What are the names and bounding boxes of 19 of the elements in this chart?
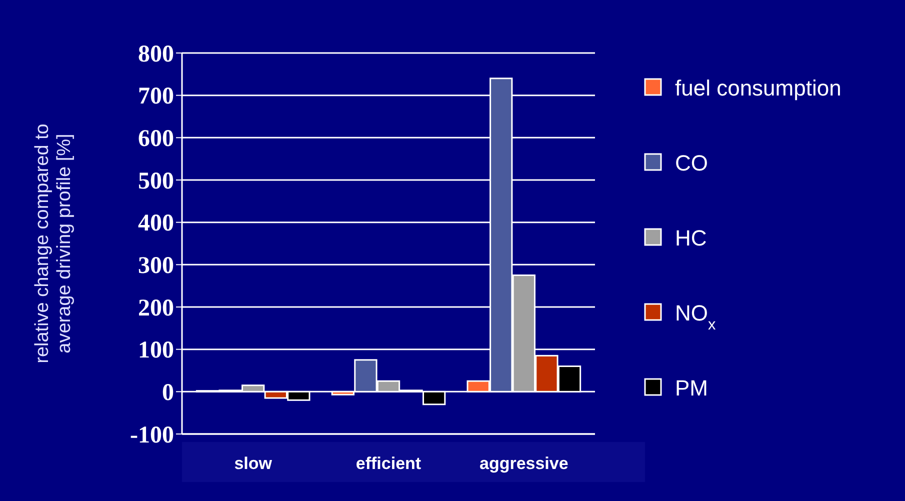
legend-label: CO — [675, 150, 708, 176]
y-tick-label: 700 — [138, 84, 174, 110]
y-tick-label: 200 — [138, 295, 174, 322]
y-tick-label: 300 — [138, 253, 174, 280]
y-tick-label: 800 — [138, 41, 174, 68]
legend-label: fuel consumption — [675, 76, 842, 101]
y-tick-label: 0 — [162, 380, 174, 406]
legend-label: NO$_{x}$ — [675, 300, 716, 334]
x-tick-label: slow — [234, 454, 273, 473]
y-tick-label: 100 — [138, 338, 174, 364]
y-axis-title: relative change compared to average driving profile [%] — [32, 124, 75, 364]
y-tick-label: 500 — [138, 168, 174, 194]
legend-label: HC — [675, 226, 707, 251]
y-tick-label: -100 — [130, 422, 174, 448]
x-tick-label: aggressive — [479, 454, 568, 473]
y-tick-label: 400 — [138, 210, 174, 237]
legend-label: PM — [675, 376, 708, 401]
x-tick-label: efficient — [356, 454, 422, 473]
y-tick-label: 600 — [138, 126, 174, 152]
